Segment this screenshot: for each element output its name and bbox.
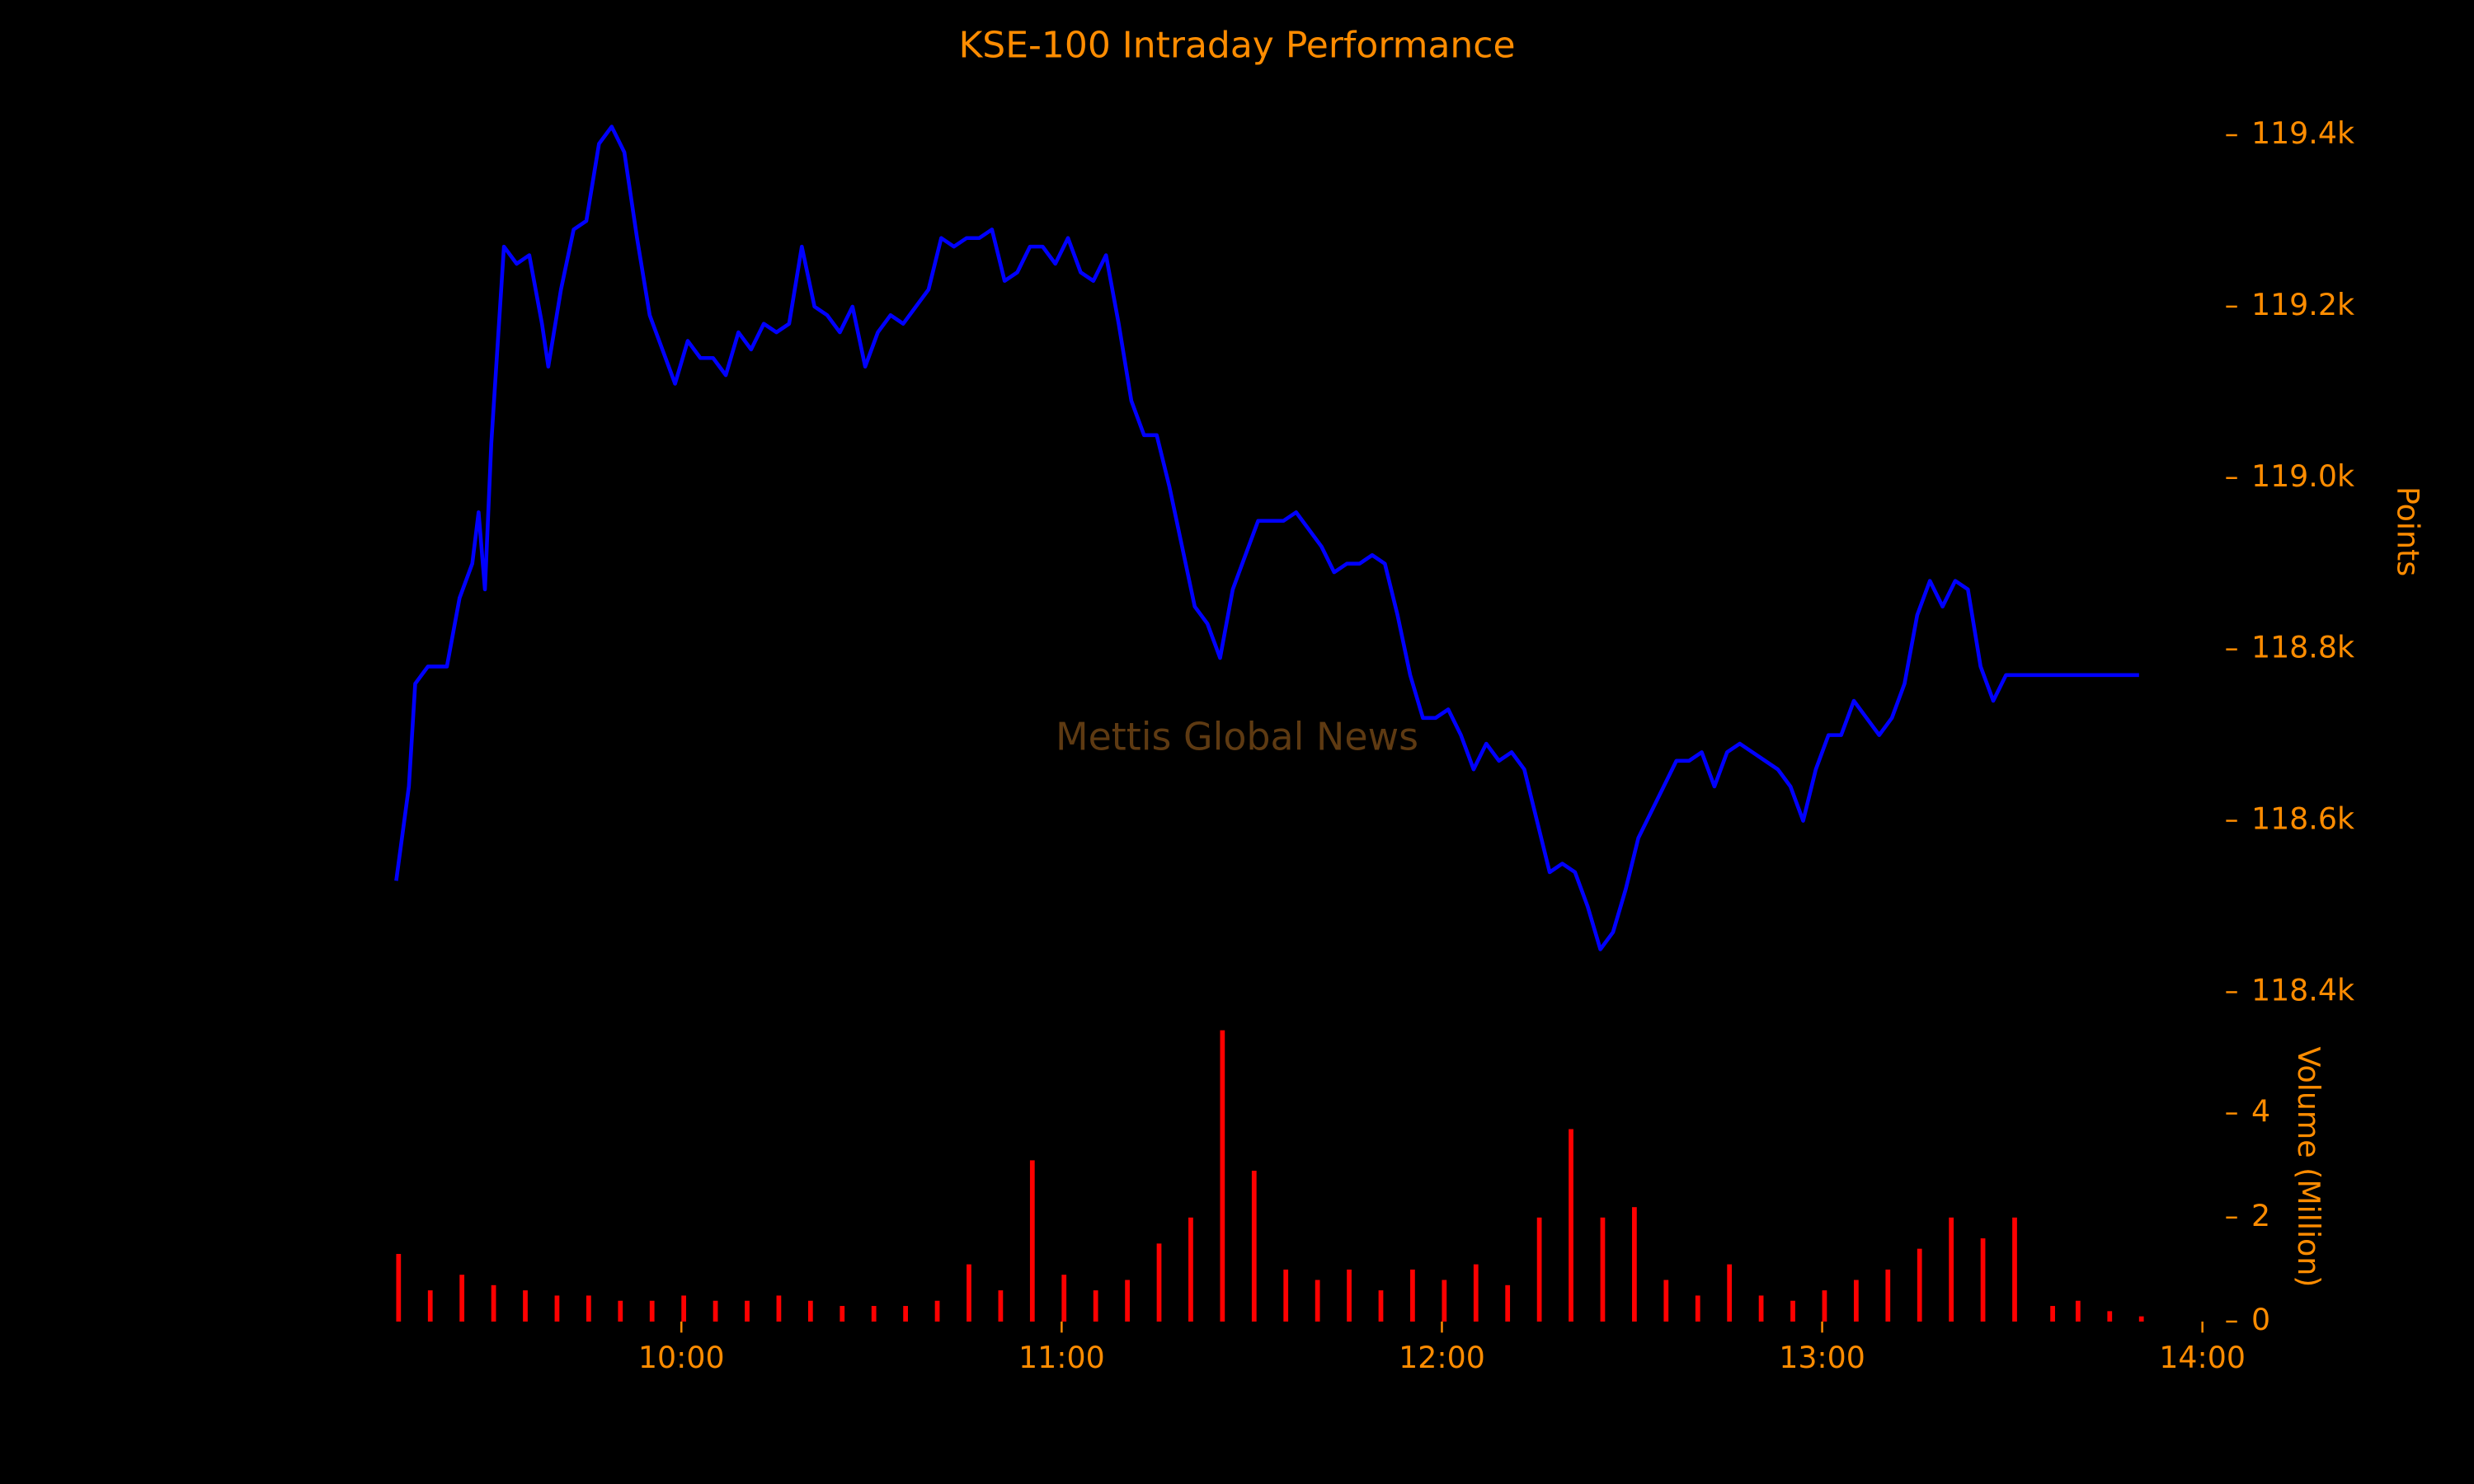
volume-bar: [1251, 1171, 1257, 1322]
volume-bar: [1410, 1269, 1415, 1322]
volume-bar: [1442, 1280, 1447, 1322]
volume-bar: [2075, 1300, 2081, 1322]
volume-bar: [1029, 1160, 1035, 1322]
y-tick-label: 4: [2251, 1094, 2270, 1129]
volume-bar: [1917, 1248, 1922, 1322]
volume-bar: [681, 1295, 687, 1322]
x-tick-label: 12:00: [1399, 1340, 1485, 1375]
volume-bar: [903, 1306, 908, 1322]
volume-bar: [1283, 1269, 1289, 1322]
volume-bar: [1822, 1290, 1827, 1322]
x-tick-label: 14:00: [2159, 1340, 2246, 1375]
y-tick-label: 119.0k: [2251, 458, 2354, 494]
volume-bar: [998, 1290, 1004, 1322]
price-line: [394, 124, 2139, 951]
volume-bar: [459, 1275, 465, 1322]
volume-bar: [1727, 1264, 1733, 1322]
volume-bar: [1695, 1295, 1700, 1322]
volume-bar: [1220, 1030, 1225, 1322]
volume-bar: [840, 1306, 845, 1322]
volume-bar: [713, 1300, 718, 1322]
volume-bar: [1663, 1280, 1669, 1322]
volume-bar: [1853, 1280, 1859, 1322]
y-tick-label: 118.8k: [2251, 630, 2354, 665]
volume-bar: [1949, 1217, 1954, 1322]
volume-bar: [427, 1290, 433, 1322]
volume-bar: [1790, 1300, 1795, 1322]
volume-bar: [1758, 1295, 1764, 1322]
volume-bar: [1093, 1290, 1098, 1322]
volume-bar: [871, 1306, 877, 1322]
volume-bar: [1536, 1217, 1542, 1322]
volume-bar: [586, 1295, 591, 1322]
y-tick-label: 119.2k: [2251, 287, 2354, 322]
volume-bar: [554, 1295, 560, 1322]
volume-bar: [2012, 1217, 2017, 1322]
volume-bar: [523, 1290, 528, 1322]
volume-bar: [1980, 1238, 1986, 1322]
volume-bar: [776, 1295, 782, 1322]
chart-title: KSE-100 Intraday Performance: [958, 24, 1515, 66]
volume-bar: [2138, 1316, 2144, 1322]
volume-bar: [1061, 1275, 1067, 1322]
x-tick-label: 11:00: [1018, 1340, 1105, 1375]
volume-bar: [1315, 1280, 1320, 1322]
volume-bar: [1505, 1284, 1511, 1322]
y-axis-label: Points: [2390, 486, 2425, 576]
volume-bar: [1188, 1217, 1193, 1322]
volume-bar: [1378, 1290, 1384, 1322]
volume-bar: [649, 1300, 655, 1322]
volume-bar: [807, 1300, 813, 1322]
y-axis-label: Volume (Million): [2291, 1047, 2326, 1288]
watermark: Mettis Global News: [1056, 715, 1418, 759]
y-tick-label: 2: [2251, 1198, 2270, 1233]
x-tick-label: 13:00: [1779, 1340, 1865, 1375]
volume-bar: [1569, 1129, 1573, 1322]
volume-bar: [2107, 1311, 2113, 1322]
volume-bar: [1885, 1269, 1891, 1322]
volume-bar: [2050, 1306, 2055, 1322]
x-tick-label: 10:00: [638, 1340, 725, 1375]
volume-bar: [1632, 1207, 1637, 1322]
volume-bar: [1156, 1243, 1162, 1322]
volume-bar: [1600, 1217, 1606, 1322]
y-tick-label: 119.4k: [2251, 115, 2354, 151]
y-tick-label: 118.6k: [2251, 801, 2354, 837]
volume-bar: [396, 1253, 402, 1322]
y-tick-label: 0: [2251, 1302, 2270, 1337]
volume-bar: [1125, 1280, 1130, 1322]
y-tick-label: 118.4k: [2251, 972, 2354, 1007]
volume-bar: [745, 1300, 750, 1322]
volume-bar: [934, 1300, 940, 1322]
volume-bar: [1473, 1264, 1479, 1322]
volume-bar: [1347, 1269, 1352, 1322]
volume-bar: [967, 1264, 971, 1322]
volume-bar: [618, 1300, 623, 1322]
volume-bar: [491, 1284, 496, 1322]
